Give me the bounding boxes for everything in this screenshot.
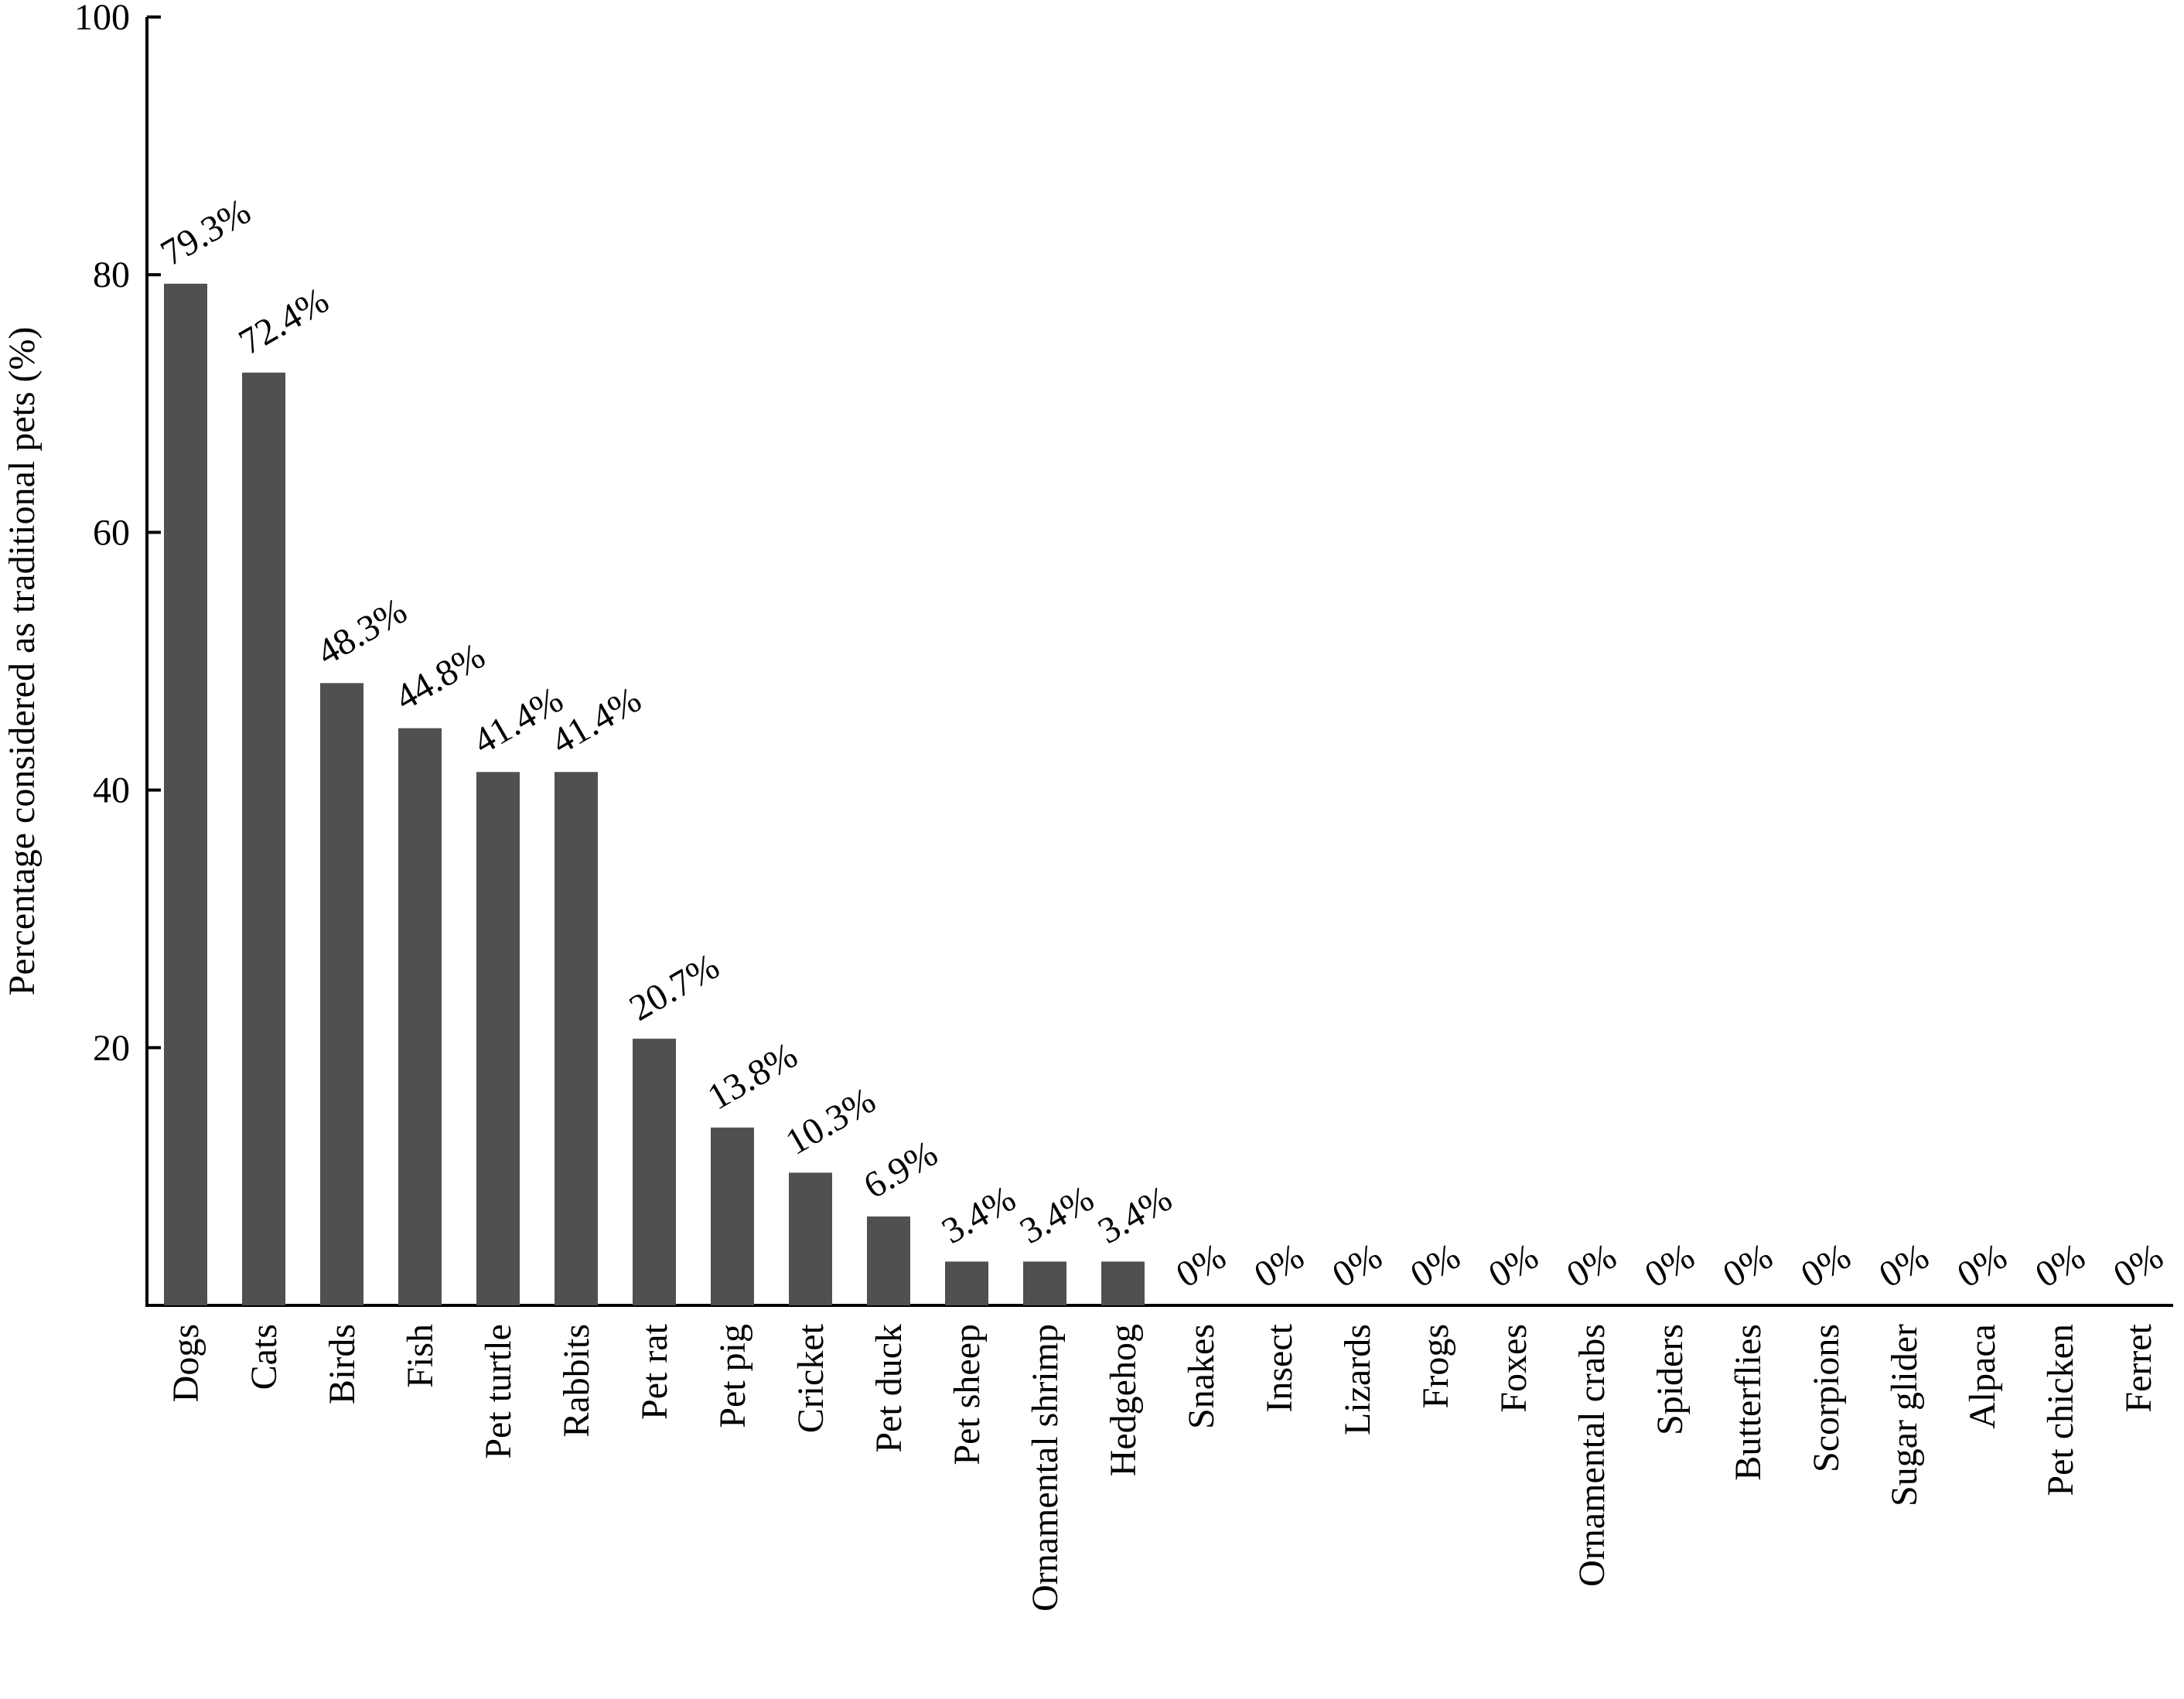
data-label: 3.4% <box>1091 1178 1179 1252</box>
data-label: 3.4% <box>935 1178 1022 1252</box>
y-tick-label: 60 <box>93 512 130 553</box>
category-labels: Dogs Cats Birds Fish Pet turtle Rabbits Pet ra… <box>166 1323 2159 1612</box>
bar <box>711 1128 754 1305</box>
data-label: 0% <box>1950 1236 2014 1296</box>
bar <box>555 772 598 1305</box>
data-label: 0% <box>1482 1236 1545 1296</box>
bar <box>242 372 285 1305</box>
category-label: Foxes <box>1493 1324 1534 1413</box>
category-label: Cricket <box>790 1323 831 1433</box>
category-label: Sugar glider <box>1884 1324 1925 1506</box>
category-label: Frogs <box>1415 1324 1456 1408</box>
data-label: 79.3% <box>154 190 258 274</box>
data-label: 20.7% <box>623 946 726 1029</box>
bar <box>633 1039 676 1305</box>
y-ticks: 20 40 60 80 100 <box>74 0 161 1069</box>
category-label: Pet pig <box>712 1324 753 1428</box>
bar <box>164 283 207 1305</box>
category-label: Hedgehog <box>1103 1324 1144 1476</box>
category-label: Pet rat <box>634 1323 675 1420</box>
category-label: Ferret <box>2118 1323 2159 1412</box>
data-label: 10.3% <box>779 1080 882 1163</box>
y-tick-label: 40 <box>93 770 130 811</box>
data-label: 0% <box>1638 1236 1701 1296</box>
bar <box>1101 1261 1145 1305</box>
data-label: 0% <box>2107 1236 2170 1296</box>
data-label: 0% <box>1794 1236 1858 1296</box>
bar <box>789 1172 832 1305</box>
data-label: 0% <box>1247 1236 1311 1296</box>
category-label: Insect <box>1259 1323 1300 1412</box>
category-label: Fish <box>400 1324 441 1388</box>
data-label: 0% <box>1560 1236 1623 1296</box>
data-label: 3.4% <box>1013 1178 1101 1252</box>
data-label: 0% <box>1169 1236 1233 1296</box>
bar <box>1023 1261 1066 1305</box>
data-labels: 79.3%72.4%48.3%44.8%41.4%41.4%20.7%13.8%… <box>154 190 2170 1295</box>
category-label: Birds <box>322 1324 363 1404</box>
bars <box>164 283 1145 1305</box>
data-label: 6.9% <box>857 1133 944 1207</box>
y-tick-label: 80 <box>93 254 130 295</box>
data-label: 0% <box>1404 1236 1467 1296</box>
y-tick-label: 100 <box>74 0 130 38</box>
category-label: Butterflies <box>1728 1324 1769 1481</box>
category-label: Scorpions <box>1806 1324 1847 1472</box>
bar <box>320 683 363 1305</box>
category-label: Pet sheep <box>947 1324 988 1465</box>
category-label: Rabbits <box>556 1324 597 1438</box>
y-axis-title: Percentage considered as traditional pet… <box>2 327 43 996</box>
data-label: 0% <box>1872 1236 1936 1296</box>
data-label: 48.3% <box>310 590 414 674</box>
category-label: Pet turtle <box>478 1324 519 1459</box>
category-label: Alpaca <box>1962 1324 2003 1429</box>
category-label: Pet chicken <box>2040 1324 2081 1496</box>
data-label: 13.8% <box>701 1035 804 1118</box>
data-label: 0% <box>2029 1236 2092 1296</box>
data-label: 0% <box>1716 1236 1780 1296</box>
bar <box>945 1261 988 1305</box>
category-label: Spiders <box>1650 1324 1691 1435</box>
category-label: Ornamental crabs <box>1571 1324 1612 1587</box>
data-label: 44.8% <box>388 635 492 718</box>
data-label: 72.4% <box>232 279 336 363</box>
category-label: Ornamental shrimp <box>1025 1324 1066 1612</box>
category-label: Cats <box>244 1324 285 1390</box>
bar <box>867 1216 910 1305</box>
category-label: Snakes <box>1181 1324 1222 1429</box>
bar <box>398 728 442 1305</box>
data-label: 41.4% <box>544 679 648 763</box>
y-tick-label: 20 <box>93 1028 130 1069</box>
category-label: Dogs <box>166 1324 206 1402</box>
bar <box>476 772 520 1305</box>
data-label: 0% <box>1326 1236 1389 1296</box>
category-label: Pet duck <box>868 1324 909 1453</box>
category-label: Lizards <box>1337 1324 1378 1435</box>
